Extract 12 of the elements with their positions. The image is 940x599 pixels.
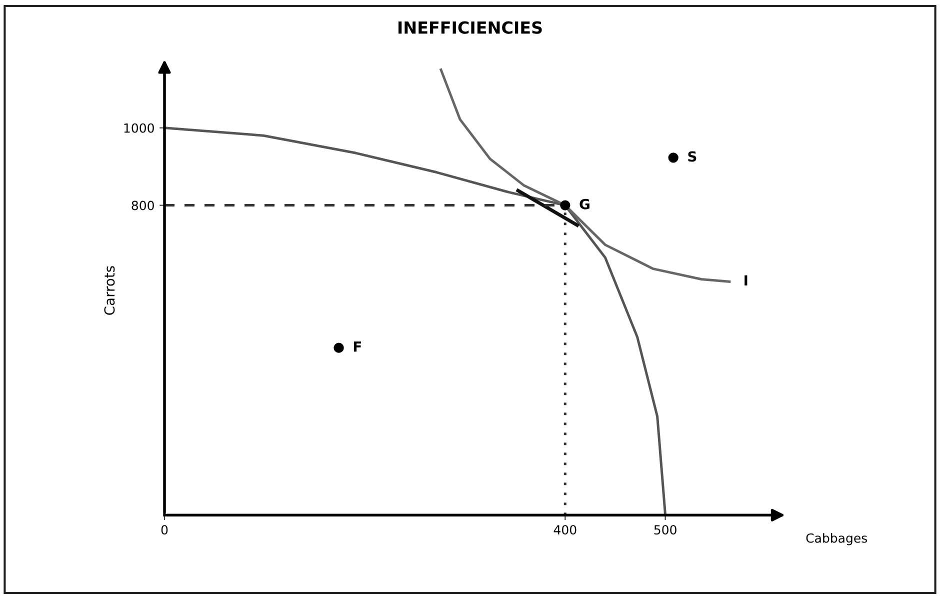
x-axis-title: Cabbages	[806, 533, 868, 546]
x-tick-label: 500	[654, 525, 676, 535]
chart-title: INEFFICIENCIES	[398, 21, 542, 34]
x-tick-label: 0	[161, 525, 168, 535]
y-tick-label: 800	[132, 200, 154, 210]
annotation: G	[580, 198, 590, 210]
y-tick-label: 1000	[124, 123, 154, 133]
annotation: F	[354, 342, 361, 352]
x-tick-label: 400	[554, 525, 576, 535]
y-axis-title: Carrots	[104, 266, 115, 315]
annotation: S	[688, 151, 696, 162]
annotation: I	[744, 275, 748, 286]
